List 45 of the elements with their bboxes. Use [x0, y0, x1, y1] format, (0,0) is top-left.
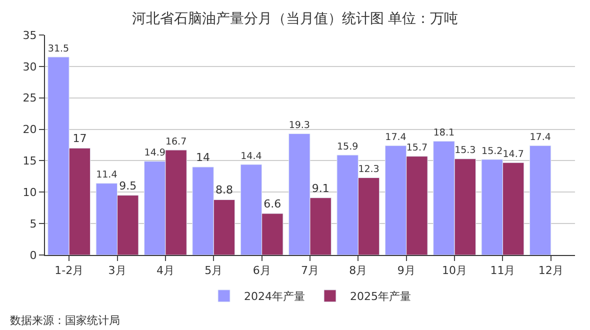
data-label: 15.2: [482, 146, 503, 157]
data-label: 14.7: [502, 149, 524, 160]
x-tick-label: 12月: [538, 264, 564, 278]
data-label: 9.5: [119, 179, 137, 192]
y-tick-label: 15: [22, 154, 37, 168]
x-tick-label: 8月: [349, 264, 368, 278]
data-label: 17.4: [530, 132, 551, 144]
x-tick-label: 4月: [156, 264, 174, 278]
y-tick-label: 20: [22, 123, 37, 136]
data-label: 6.6: [264, 198, 282, 211]
y-tick-label: 0: [30, 248, 37, 262]
data-label: 19.3: [288, 120, 310, 132]
data-label: 14.4: [240, 150, 262, 162]
y-tick-label: 10: [22, 186, 37, 199]
bar: [529, 145, 552, 255]
x-tick-label: 10月: [442, 264, 468, 278]
data-label: 17.4: [385, 132, 406, 144]
x-tick-label: 3月: [108, 264, 126, 278]
data-label: 14: [196, 151, 210, 164]
data-label: 15.7: [406, 142, 428, 154]
data-label: 11.4: [96, 170, 118, 181]
data-label: 18.1: [433, 128, 455, 139]
data-label: 16.7: [165, 136, 187, 148]
legend-label: 2025年产量: [350, 290, 411, 304]
x-tick-label: 5月: [204, 264, 223, 278]
data-label: 12.3: [358, 164, 380, 176]
data-label: 14.9: [144, 148, 166, 159]
x-tick-label: 11月: [490, 264, 516, 278]
y-tick-label: 5: [30, 217, 37, 230]
data-label: 15.3: [454, 145, 476, 156]
data-label: 9.1: [312, 182, 330, 195]
y-tick-label: 30: [22, 60, 37, 74]
data-label: 17: [72, 132, 87, 146]
chart-title: 河北省石脑油产量分月（当月值）统计图 单位：万吨: [132, 11, 458, 27]
x-tick-label: 7月: [301, 264, 319, 278]
source-note: 数据来源：国家统计局: [10, 314, 120, 327]
x-tick-label: 6月: [252, 264, 271, 278]
data-label: 8.8: [215, 184, 233, 197]
legend-label: 2024年产量: [244, 290, 305, 304]
x-tick-label: 9月: [397, 264, 416, 278]
y-tick-label: 25: [22, 92, 37, 105]
data-label: 15.9: [337, 141, 358, 152]
y-tick-label: 35: [22, 28, 37, 42]
data-label: 31.5: [48, 43, 70, 54]
x-tick-label: 1-2月: [54, 264, 84, 278]
